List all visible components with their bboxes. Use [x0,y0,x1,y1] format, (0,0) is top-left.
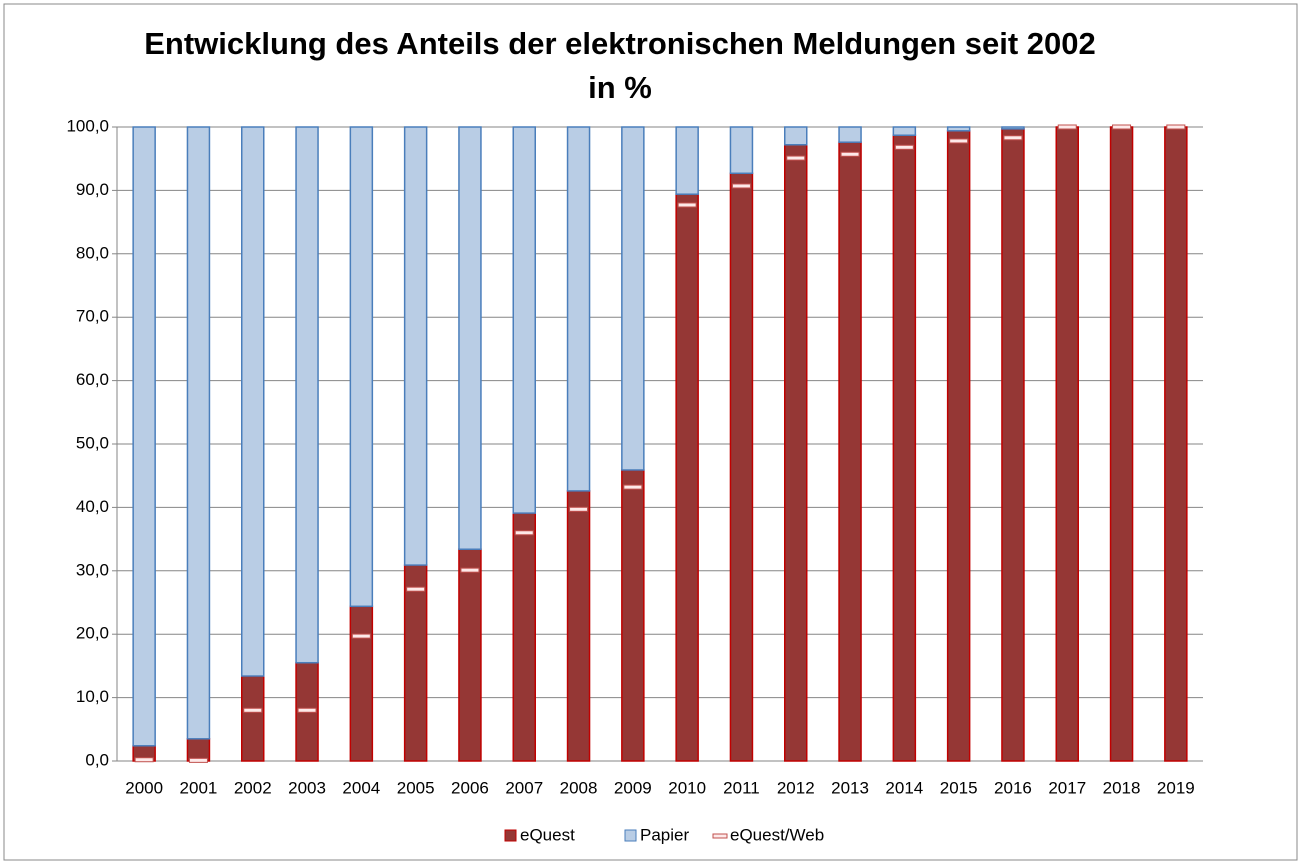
legend-swatch [712,833,728,839]
y-tick-label: 70,0 [76,307,109,326]
y-tick-label: 30,0 [76,560,109,579]
bar [838,126,862,143]
x-tick-label: 2004 [342,778,380,797]
bar [1001,126,1025,130]
x-tick-label: 2011 [723,778,760,797]
marker [894,144,914,150]
bar [349,605,374,762]
bar [838,141,862,762]
x-tick-label: 2018 [1103,778,1141,797]
x-tick-label: 2002 [234,778,272,797]
bar [1055,126,1079,762]
bar [512,512,536,762]
x-tick-label: 2019 [1157,778,1195,797]
x-tick-label: 2015 [940,778,978,797]
bar [1001,128,1025,762]
y-tick-label: 60,0 [76,370,109,389]
bar [458,126,482,550]
bar [566,490,591,762]
bar [403,564,428,762]
bar [186,126,211,740]
bar [458,548,482,762]
bar [403,126,428,566]
y-tick-label: 10,0 [76,687,109,706]
bar [621,126,645,471]
x-tick-label: 2009 [614,778,652,797]
y-tick-label: 50,0 [76,433,109,452]
bar [946,126,971,132]
x-tick-label: 2010 [668,778,706,797]
bar [566,126,591,492]
chart-title: Entwicklung des Anteils der elektronisch… [144,26,1096,105]
bar [241,126,265,677]
marker [623,484,643,490]
bar [892,126,917,136]
bar [729,126,754,175]
marker [514,530,534,536]
marker [406,586,426,592]
bar [946,130,971,762]
x-tick-label: 2001 [180,778,218,797]
marker [840,151,860,157]
marker [134,757,154,763]
x-tick-label: 2017 [1048,778,1086,797]
x-tick-label: 2014 [885,778,923,797]
bar [349,126,374,608]
bar [892,134,917,762]
bar [675,126,699,195]
bar [784,144,808,762]
marker [297,707,317,713]
bar [1164,126,1188,762]
bar [675,193,699,762]
y-tick-label: 90,0 [76,180,109,199]
bar [784,126,808,146]
y-tick-label: 100,0 [66,116,109,135]
x-tick-label: 2012 [777,778,815,797]
marker [188,757,208,763]
y-tick-label: 20,0 [76,624,109,643]
x-tick-label: 2003 [288,778,326,797]
bar [186,738,211,762]
x-tick-label: 2013 [831,778,869,797]
marker [1057,124,1077,130]
marker [351,633,371,639]
chart-border [3,3,1298,861]
marker [786,155,806,161]
legend-label: Papier [640,825,689,844]
marker [1112,124,1132,130]
legend-swatch [624,829,637,842]
x-tick-label: 2008 [560,778,598,797]
marker [1003,135,1023,141]
legend-swatch [504,829,517,842]
y-tick-label: 40,0 [76,497,109,516]
marker [569,506,589,512]
legend-label: eQuest [520,825,575,844]
bar [241,675,265,762]
x-tick-label: 2006 [451,778,489,797]
marker [243,707,263,713]
bar [729,172,754,762]
y-tick-label: 80,0 [76,243,109,262]
bar [1109,126,1134,762]
marker [949,138,969,144]
bar [621,469,645,762]
legend-label: eQuest/Web [730,825,824,844]
marker [677,202,697,208]
x-tick-label: 2005 [397,778,435,797]
bar [295,126,319,664]
x-tick-label: 2007 [505,778,543,797]
marker [460,567,480,573]
bar [512,126,536,514]
marker [1166,124,1186,130]
marker [731,183,751,189]
bar [132,126,156,747]
x-tick-label: 2000 [125,778,163,797]
y-tick-label: 0,0 [85,750,109,769]
x-tick-label: 2016 [994,778,1032,797]
